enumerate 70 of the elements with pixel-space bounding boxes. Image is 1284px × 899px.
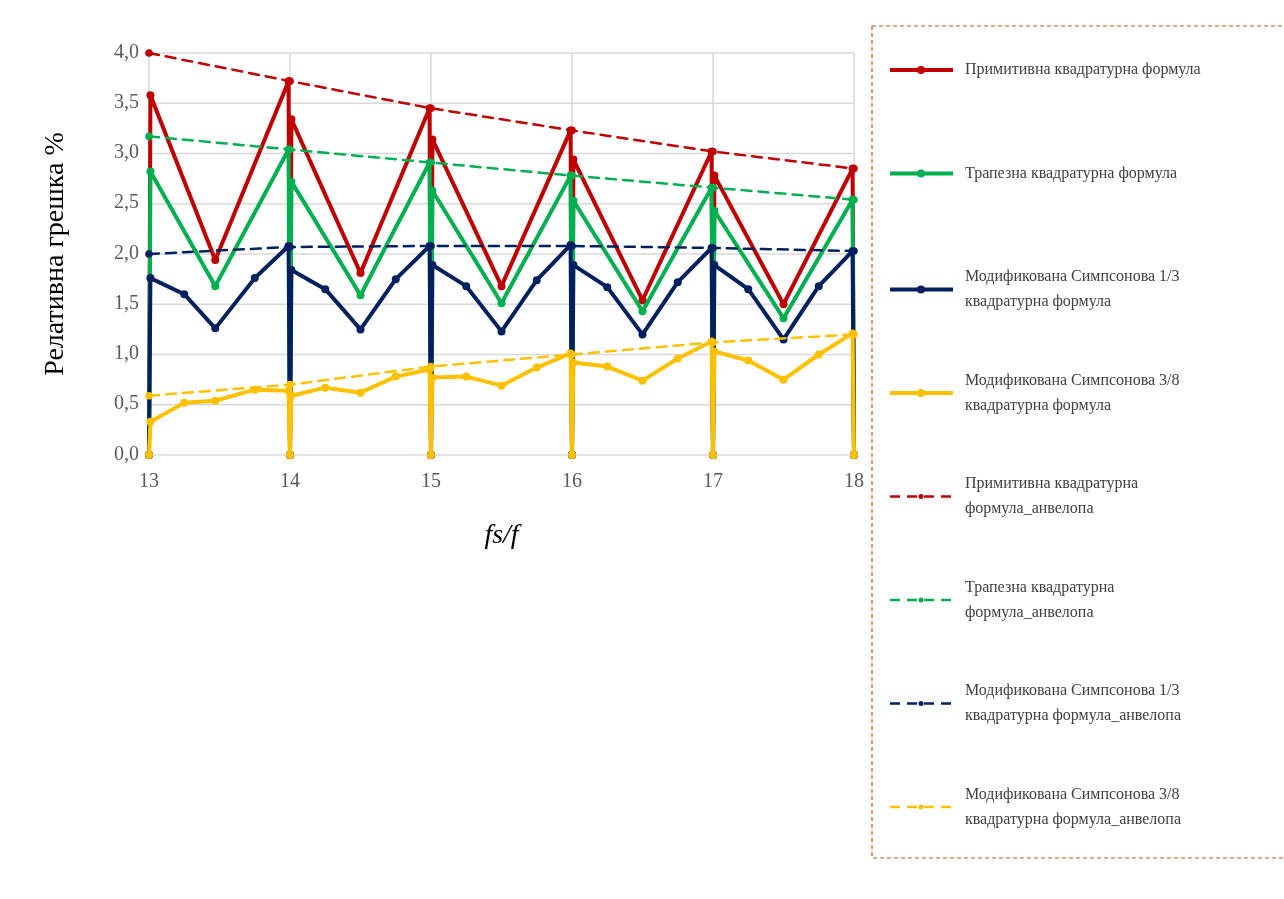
x-tick-label: 15 — [421, 469, 441, 491]
y-tick-label: 0,0 — [114, 441, 139, 464]
legend-label: Модификована Симпсонова 1/3 квадратурна формула — [965, 266, 1180, 310]
point — [356, 325, 365, 334]
point — [462, 372, 471, 381]
point — [211, 256, 220, 265]
y-tick-label: 3,0 — [114, 140, 139, 163]
point — [532, 276, 541, 285]
legend-label: Примитивна квадратурна формула_анвелопа — [965, 473, 1139, 517]
y-axis-title: Релативна грешка % — [38, 132, 69, 376]
point — [638, 330, 647, 339]
point — [638, 376, 647, 385]
point — [497, 299, 506, 308]
point — [211, 396, 220, 405]
point — [779, 375, 788, 384]
point — [638, 307, 647, 316]
point — [391, 372, 400, 381]
point — [744, 356, 753, 365]
point — [145, 132, 153, 141]
legend-label: Примитивна квадратурна формула — [965, 59, 1201, 78]
point — [145, 49, 153, 57]
point — [146, 91, 155, 100]
point — [250, 274, 259, 283]
y-tick-label: 1,5 — [114, 290, 139, 313]
point — [391, 275, 400, 284]
legend-label: Модификована Симпсонова 1/3 квадратурна формула_анвелопа — [965, 680, 1181, 724]
y-tick-label: 2,0 — [114, 240, 139, 263]
point — [779, 314, 788, 323]
point — [603, 362, 612, 371]
legend-label: Модификована Симпсонова 3/8 квадратурна формула — [965, 370, 1180, 414]
point — [532, 363, 541, 372]
point — [814, 350, 823, 359]
point — [286, 380, 294, 389]
legend-label: Трапезна квадратурна формула — [965, 163, 1178, 182]
point — [497, 327, 506, 336]
point — [638, 296, 647, 305]
point — [211, 282, 220, 291]
legend-label: Трапезна квадратурна формула_анвелопа — [965, 577, 1115, 621]
x-tick-label: 16 — [562, 469, 582, 491]
y-tick-label: 1,0 — [114, 341, 139, 364]
point — [146, 167, 155, 176]
y-tick-label: 0,5 — [114, 391, 139, 414]
point — [356, 269, 365, 278]
x-axis-title: fs/f — [484, 518, 522, 549]
point — [497, 282, 506, 291]
legend-label: Модификована Симпсонова 3/8 квадратурна формула_анвелопа — [965, 784, 1181, 828]
y-tick-label: 4,0 — [114, 39, 139, 62]
x-tick-label: 17 — [703, 469, 723, 491]
point — [180, 290, 189, 299]
point — [673, 278, 682, 287]
point — [462, 282, 471, 291]
point — [145, 250, 153, 258]
point — [603, 283, 612, 292]
y-tick-label: 3,5 — [114, 89, 139, 112]
point — [321, 285, 330, 294]
point — [356, 388, 365, 397]
point — [744, 285, 753, 294]
y-tick-label: 2,5 — [114, 190, 139, 213]
point — [321, 383, 330, 392]
x-tick-label: 14 — [280, 469, 300, 491]
point — [146, 417, 155, 426]
x-tick-label: 13 — [139, 469, 159, 491]
point — [180, 398, 189, 407]
x-tick-label: 18 — [844, 469, 864, 491]
point — [211, 324, 220, 333]
point — [497, 381, 506, 390]
point — [145, 391, 153, 400]
point — [814, 282, 823, 291]
point — [673, 354, 682, 363]
point — [146, 274, 155, 283]
